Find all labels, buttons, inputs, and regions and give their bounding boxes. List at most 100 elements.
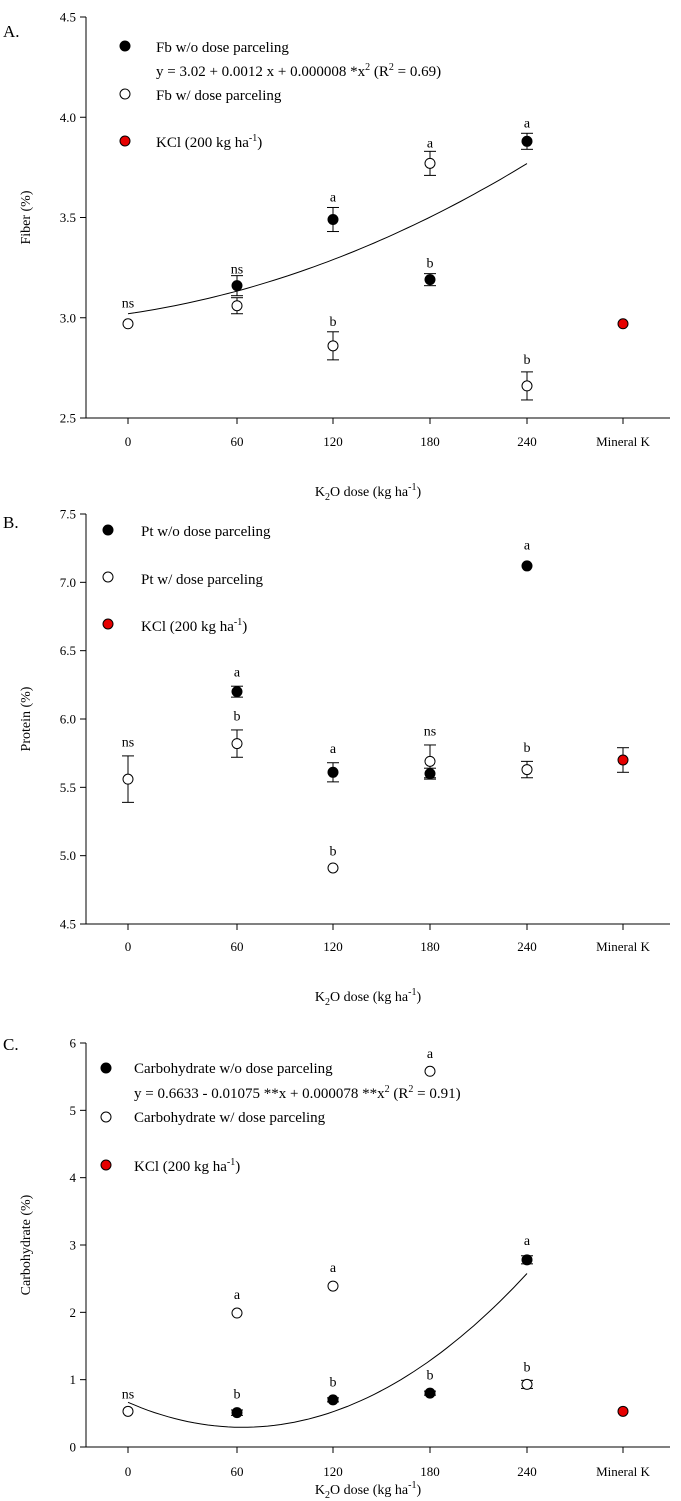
significance-label: ns [231,263,243,278]
y-tick-label: 0 [70,1440,77,1455]
x-axis-title: K2O dose (kg ha-1) [315,482,422,503]
series-red [617,747,629,773]
legend-marker [100,1062,112,1074]
y-axis-title: Fiber (%) [19,190,34,244]
data-point [521,135,533,147]
legend-label: Carbohydrate w/o dose parceling [134,1061,333,1077]
y-tick-label: 6 [70,1036,77,1051]
panel-label: C. [3,1035,19,1054]
data-point [617,1405,629,1417]
data-point [231,686,243,698]
data-point [521,560,533,572]
fit-curve [127,163,528,315]
series-red [617,1405,629,1417]
series-open [122,150,533,401]
x-tick-label: 120 [323,434,343,449]
data-point [327,214,339,226]
x-tick-label: 60 [231,939,244,954]
data-point [122,1405,134,1417]
chart-panel-b: B. 4.5 5.0 5.5 6.0 6.5 7.0 7.5 0 60 120 180 240 Miner… [3,507,670,1008]
data-point [617,318,629,330]
series-open [122,1065,533,1417]
significance-label: b [524,1361,531,1376]
significance-label: a [234,666,241,681]
data-point [231,1307,243,1319]
significance-label: ns [424,724,436,739]
significance-label: a [524,539,531,554]
significance-label: a [524,1234,531,1249]
legend-label: KCl (200 kg ha-1) [141,617,247,635]
y-tick-label: 4.0 [60,110,76,125]
series-open [122,729,533,874]
y-tick-label: 3 [70,1238,77,1253]
y-tick-label: 3.0 [60,310,76,325]
significance-label: b [524,353,531,368]
x-tick-label: 180 [420,1464,440,1479]
y-tick-label: 6.0 [60,712,76,727]
x-axis-title: K2O dose (kg ha-1) [315,987,422,1008]
series-filled [231,560,533,783]
legend-marker [119,135,131,147]
legend-marker [119,88,131,100]
significance-label: b [330,845,337,860]
significance-label: b [234,1388,241,1403]
legend-label: KCl (200 kg ha-1) [134,1157,240,1175]
significance-label: b [427,1369,434,1384]
legend-marker [102,618,114,630]
data-point [424,755,436,767]
legend-marker [119,40,131,52]
significance-label: ns [122,735,134,750]
y-tick-label: 5.0 [60,848,76,863]
y-tick-label: 7.0 [60,575,76,590]
legend-label: KCl (200 kg ha-1) [156,133,262,151]
y-axis-title: Protein (%) [19,686,34,751]
y-tick-label: 4.5 [60,10,76,25]
x-tick-label: Mineral K [596,1464,650,1479]
significance-label: b [330,315,337,330]
data-point [521,764,533,776]
series-filled [231,1254,533,1419]
x-tick-label: 240 [517,434,537,449]
x-tick-label: Mineral K [596,434,650,449]
regression-equation: y = 3.02 + 0.0012 x + 0.000008 *x2 (R2 =… [156,62,441,80]
legend-marker [102,524,114,536]
significance-label: ns [122,297,134,312]
significance-label: a [330,1261,337,1276]
data-point [617,754,629,766]
significance-label: b [234,709,241,724]
significance-label: a [524,116,531,131]
data-point [424,157,436,169]
data-point [521,1254,533,1266]
data-point [521,1378,533,1390]
data-point [122,773,134,785]
data-point [122,318,134,330]
panel-label: A. [3,22,20,41]
data-point [327,862,339,874]
data-point [327,766,339,778]
fit-curve [127,1273,528,1428]
x-tick-label: 0 [125,1464,132,1479]
regression-equation: y = 0.6633 - 0.01075 **x + 0.000078 **x2… [134,1084,461,1102]
legend-label: Pt w/ dose parceling [141,572,264,588]
x-tick-label: 180 [420,939,440,954]
data-point [327,340,339,352]
legend-label: Carbohydrate w/ dose parceling [134,1110,326,1126]
data-point [327,1280,339,1292]
x-tick-label: Mineral K [596,939,650,954]
significance-label: b [330,1375,337,1390]
panel-label: B. [3,513,19,532]
y-tick-label: 4.5 [60,917,76,932]
y-axis-title: Carbohydrate (%) [19,1194,34,1295]
legend-marker [100,1111,112,1123]
data-point [231,280,243,292]
chart-panel-a: A. 2.5 3.0 3.5 4.0 4.5 0 60 120 180 240 Mineral K Fi… [3,10,670,503]
legend-label: Fb w/o dose parceling [156,40,289,56]
data-point [231,738,243,750]
x-tick-label: 60 [231,1464,244,1479]
data-point [424,1065,436,1077]
significance-label: a [330,190,337,205]
x-tick-label: 240 [517,1464,537,1479]
legend-marker [102,571,114,583]
significance-label: b [427,257,434,272]
